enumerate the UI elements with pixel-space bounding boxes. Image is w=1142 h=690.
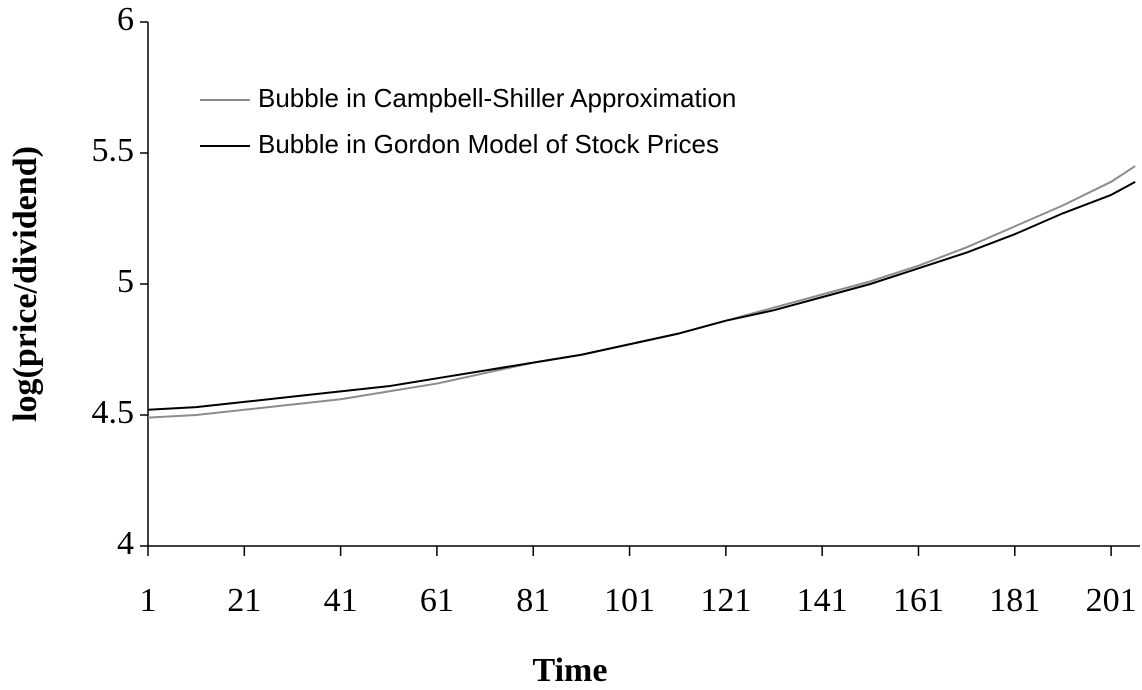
y-axis-title: log(price/dividend) xyxy=(7,146,44,422)
legend-label: Bubble in Campbell-Shiller Approximation xyxy=(258,83,736,113)
x-tick-label: 141 xyxy=(797,582,848,619)
x-tick-label: 61 xyxy=(420,582,454,619)
line xyxy=(147,165,1136,419)
x-tick-label: 101 xyxy=(604,582,655,619)
y-tick-label: 5 xyxy=(117,263,134,300)
line xyxy=(147,180,1136,411)
x-tick-label: 1 xyxy=(140,582,157,619)
y-tick-label: 4 xyxy=(117,525,134,562)
x-axis-title: Time xyxy=(533,652,608,689)
x-tick-label: 181 xyxy=(989,582,1040,619)
legend-label: Bubble in Gordon Model of Stock Prices xyxy=(258,129,719,159)
x-tick-label: 201 xyxy=(1086,582,1137,619)
x-tick-label: 81 xyxy=(516,582,550,619)
x-tick-label: 161 xyxy=(893,582,944,619)
y-tick-label: 6 xyxy=(117,1,134,38)
x-tick-label: 21 xyxy=(227,582,261,619)
x-tick-label: 121 xyxy=(700,582,751,619)
y-tick-label: 5.5 xyxy=(92,132,135,169)
y-tick-label: 4.5 xyxy=(92,394,135,431)
x-tick-label: 41 xyxy=(324,582,358,619)
